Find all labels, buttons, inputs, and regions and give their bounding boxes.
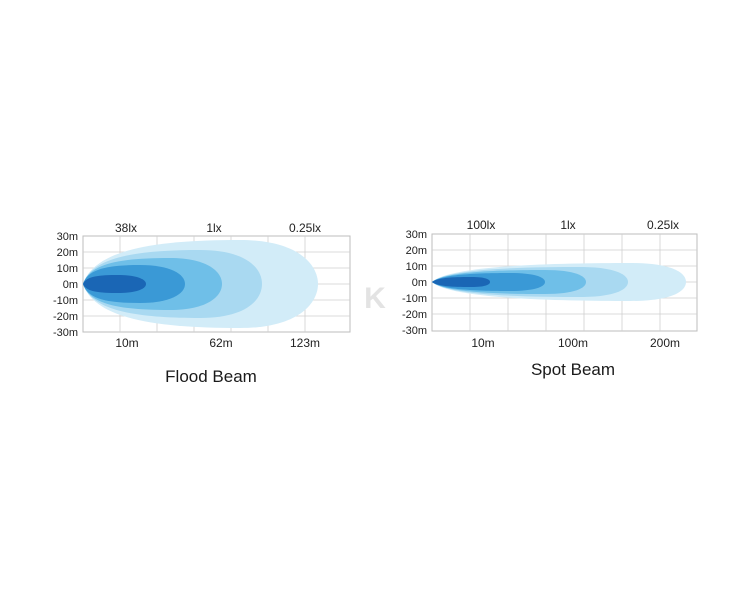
spot-y-label: -30m — [402, 325, 427, 337]
flood-x-label: 10m — [115, 336, 138, 350]
flood-y-label: 0m — [63, 279, 78, 291]
spot-beam-core — [432, 277, 490, 287]
flood-y-label: -20m — [53, 311, 78, 323]
flood-lux-label: 1lx — [206, 221, 221, 235]
spot-y-label: -20m — [402, 309, 427, 321]
flood-lux-label: 38lx — [115, 221, 137, 235]
spot-y-label: 10m — [406, 261, 427, 273]
spot-y-axis-labels: 30m 20m 10m 0m -10m -20m -30m — [402, 229, 427, 337]
spot-beam-diagram: 30m 20m 10m 0m -10m -20m -30m 100lx 1lx … — [402, 218, 698, 379]
spot-lux-label: 0.25lx — [647, 218, 679, 232]
flood-beam-core — [83, 275, 146, 293]
spot-beam-title: Spot Beam — [531, 360, 615, 379]
flood-beam-diagram: 30m 20m 10m 0m -10m -20m -30m 38lx 1lx 0… — [53, 221, 351, 386]
spot-y-label: 20m — [406, 245, 427, 257]
spot-y-label: 0m — [412, 277, 427, 289]
flood-beam-shapes — [83, 240, 318, 328]
flood-y-label: 10m — [57, 263, 78, 275]
flood-lux-labels: 38lx 1lx 0.25lx — [115, 221, 321, 235]
spot-y-label: -10m — [402, 293, 427, 305]
flood-y-label: 30m — [57, 231, 78, 243]
flood-y-axis-labels: 30m 20m 10m 0m -10m -20m -30m — [53, 231, 78, 339]
flood-y-label: -30m — [53, 327, 78, 339]
spot-x-axis-labels: 10m 100m 200m — [471, 336, 680, 350]
watermark-logo: K — [364, 282, 386, 315]
flood-x-axis-labels: 10m 62m 123m — [115, 336, 320, 350]
spot-lux-label: 100lx — [467, 218, 496, 232]
spot-lux-label: 1lx — [560, 218, 575, 232]
spot-beam-shapes — [432, 263, 686, 301]
spot-x-label: 200m — [650, 336, 680, 350]
spot-lux-labels: 100lx 1lx 0.25lx — [467, 218, 679, 232]
flood-beam-title: Flood Beam — [165, 367, 257, 386]
spot-x-label: 100m — [558, 336, 588, 350]
flood-lux-label: 0.25lx — [289, 221, 321, 235]
spot-y-label: 30m — [406, 229, 427, 241]
flood-x-label: 62m — [209, 336, 232, 350]
flood-y-label: -10m — [53, 295, 78, 307]
flood-y-label: 20m — [57, 247, 78, 259]
spot-x-label: 10m — [471, 336, 494, 350]
spot-plot-frame — [431, 233, 698, 332]
flood-x-label: 123m — [290, 336, 320, 350]
